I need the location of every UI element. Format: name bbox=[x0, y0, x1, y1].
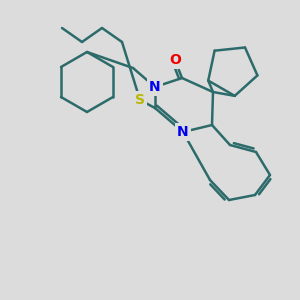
Text: N: N bbox=[177, 125, 189, 139]
Text: O: O bbox=[169, 53, 181, 67]
Text: S: S bbox=[135, 93, 145, 107]
Text: N: N bbox=[149, 80, 161, 94]
